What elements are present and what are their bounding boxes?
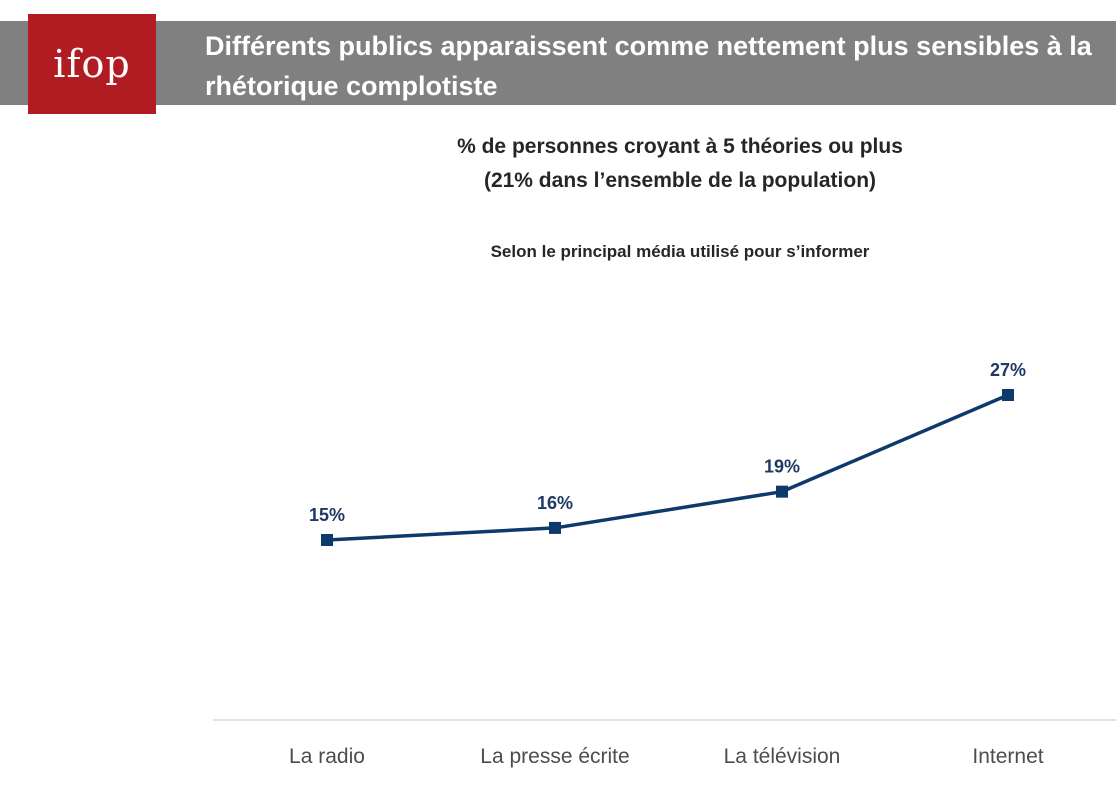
chart-title-line-2: (21% dans l’ensemble de la population) bbox=[483, 169, 877, 192]
data-point-marker bbox=[321, 534, 333, 546]
logo-text: ifop bbox=[53, 42, 131, 86]
header-bar bbox=[0, 21, 1116, 105]
data-point-marker bbox=[549, 521, 561, 534]
data-label: 16% bbox=[537, 493, 573, 513]
data-point-marker bbox=[1002, 389, 1014, 401]
ifop-logo: ifop bbox=[28, 14, 156, 114]
series-line bbox=[326, 393, 1009, 542]
x-tick-label: La télévision bbox=[724, 745, 841, 768]
x-tick-label: Internet bbox=[972, 745, 1043, 768]
chart-title: % de personnes croyant à 5 théories ou p… bbox=[300, 130, 1060, 198]
x-tick-label: La radio bbox=[289, 745, 365, 768]
data-label: 15% bbox=[309, 505, 345, 525]
x-tick-label: La presse écrite bbox=[480, 745, 629, 768]
data-label: 19% bbox=[764, 457, 800, 477]
page-title: Différents publics apparaissent comme ne… bbox=[205, 31, 1092, 101]
chart-subtitle: Selon le principal média utilisé pour s’… bbox=[490, 242, 870, 261]
data-point-marker bbox=[776, 485, 788, 498]
chart-title-line-1: % de personnes croyant à 5 théories ou p… bbox=[457, 135, 903, 158]
data-label: 27% bbox=[990, 360, 1026, 380]
